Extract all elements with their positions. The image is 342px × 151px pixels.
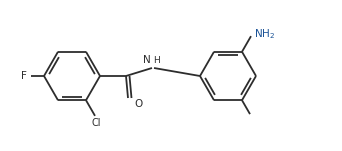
Text: O: O bbox=[134, 99, 142, 109]
Text: F: F bbox=[21, 71, 27, 81]
Text: N: N bbox=[143, 55, 151, 65]
Text: Cl: Cl bbox=[91, 118, 101, 128]
Text: NH$_2$: NH$_2$ bbox=[254, 27, 275, 41]
Text: H: H bbox=[153, 56, 160, 65]
